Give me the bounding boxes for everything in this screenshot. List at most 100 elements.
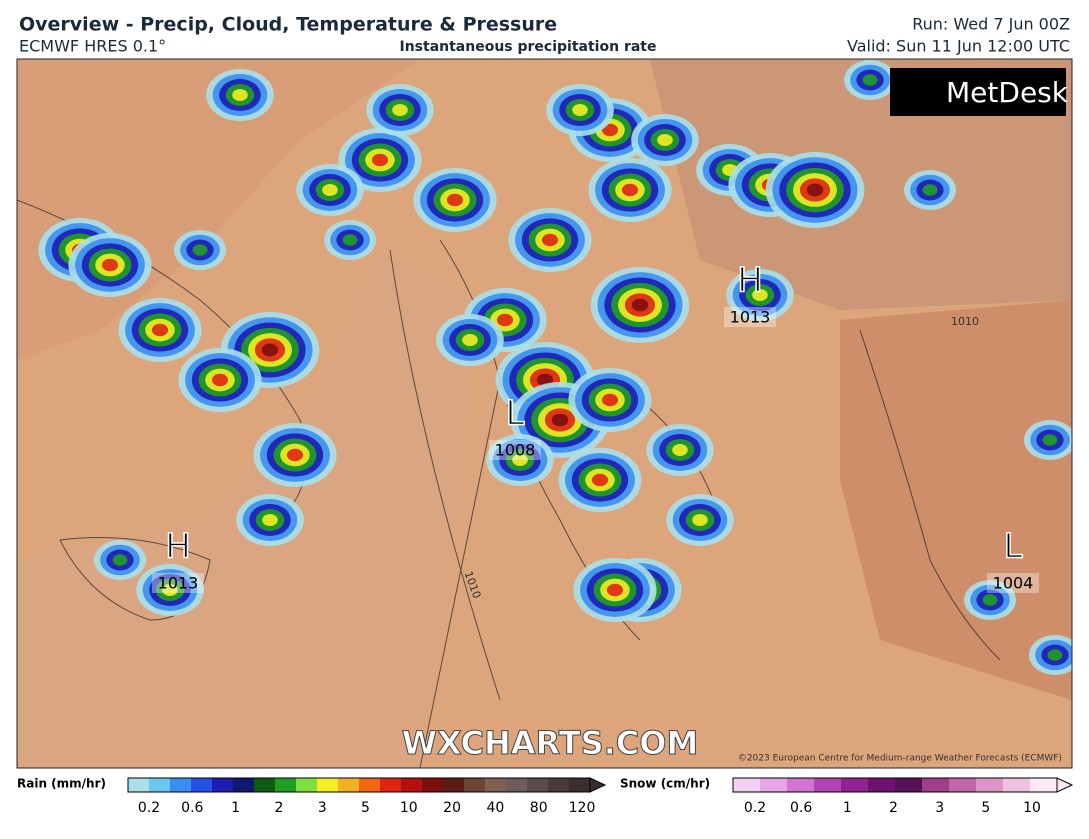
legend-label: 20 [443, 800, 461, 816]
precip-cell [806, 183, 824, 197]
legend-arrow [589, 777, 607, 793]
legend-swatch [191, 778, 213, 792]
precip-cell [392, 104, 408, 116]
precip-cell [1047, 649, 1063, 661]
legend-label: 40 [486, 800, 504, 816]
legend-label: 5 [361, 800, 370, 816]
precip-cell [922, 184, 938, 196]
legend-swatch [254, 778, 276, 792]
legend-swatch [760, 778, 788, 792]
precip-cell [112, 554, 128, 566]
legend-swatch [976, 778, 1004, 792]
logo: MetDesk [946, 76, 1069, 109]
legend-label: 1 [231, 800, 240, 816]
pressure-letter: L [1004, 527, 1023, 567]
precip-cell [162, 584, 178, 596]
legend-label: 0.2 [138, 800, 160, 816]
legend-swatch [317, 778, 339, 792]
precip-cell [1042, 434, 1058, 446]
legend-swatch [787, 778, 815, 792]
pressure-value-bg [489, 440, 541, 460]
precip-cell [496, 313, 514, 327]
legend-swatch [443, 778, 465, 792]
precip-cell [752, 289, 768, 301]
precip-cell [322, 184, 338, 196]
copyright: ©2023 European Centre for Medium-range W… [738, 754, 1062, 764]
legend-frame [127, 777, 591, 793]
precip-cell [192, 244, 208, 256]
legend-swatch [464, 778, 486, 792]
legend-swatch [1030, 778, 1058, 792]
run-time: Run: Wed 7 Jun 00Z [912, 15, 1070, 34]
legend-swatch [485, 778, 507, 792]
legend-swatch [527, 778, 549, 792]
precip-cell [232, 89, 248, 101]
pressure-value: 1008 [495, 441, 536, 460]
legend-label: 0.6 [181, 800, 203, 816]
title: Overview - Precip, Cloud, Temperature & … [19, 14, 557, 36]
legend-swatch [922, 778, 950, 792]
precip-cell [672, 444, 688, 456]
legend-frame [732, 777, 1058, 793]
precip-cell [151, 323, 169, 337]
legend-swatch [868, 778, 896, 792]
watermark: WXCHARTS.COM [402, 724, 699, 762]
valid-time: Valid: Sun 11 Jun 12:00 UTC [847, 37, 1070, 56]
legend-label: 3 [935, 800, 944, 816]
subtitle: Instantaneous precipitation rate [400, 39, 657, 55]
precip-cell [601, 123, 619, 137]
precip-cell [371, 153, 389, 167]
legend-swatch [1003, 778, 1031, 792]
precip-cell [982, 594, 998, 606]
legend-swatch [548, 778, 570, 792]
legend-label: 10 [400, 800, 418, 816]
precip-cell [211, 373, 229, 387]
precip-cell [606, 583, 624, 597]
logo-box [890, 68, 1066, 116]
legend-swatch [841, 778, 869, 792]
legend-swatch [401, 778, 423, 792]
legend-swatch [380, 778, 402, 792]
pressure-value: 1013 [158, 574, 199, 593]
precip-cell [512, 454, 528, 466]
precip-cell [657, 134, 673, 146]
map-frame [16, 58, 1073, 769]
legend-swatch [506, 778, 528, 792]
precip-cell [286, 448, 304, 462]
rain-legend-title: Rain (mm/hr) [17, 777, 106, 791]
legend-swatch [170, 778, 192, 792]
precip-cell [541, 233, 559, 247]
legend-swatch [569, 778, 591, 792]
legend-label: 2 [889, 800, 898, 816]
legend-label: 0.2 [744, 800, 766, 816]
legend-swatch [275, 778, 297, 792]
precip-cell [621, 183, 639, 197]
legend-swatch [949, 778, 977, 792]
legend-label: 120 [569, 800, 596, 816]
legend-label: 5 [981, 800, 990, 816]
legend-label: 2 [274, 800, 283, 816]
snow-legend-title: Snow (cm/hr) [620, 777, 710, 791]
precip-cell [631, 298, 649, 312]
pressure-value: 1004 [993, 574, 1034, 593]
legend-label: 10 [1023, 800, 1041, 816]
legend-swatch [422, 778, 444, 792]
precip-cell [572, 104, 588, 116]
pressure-letter: H [165, 527, 191, 567]
precip-cell [446, 193, 464, 207]
legend-swatch [338, 778, 360, 792]
model: ECMWF HRES 0.1° [19, 37, 166, 56]
precip-cell [591, 473, 609, 487]
precip-cell [262, 514, 278, 526]
legend-swatch [149, 778, 171, 792]
legend-label: 0.6 [790, 800, 812, 816]
pressure-letter: L [506, 394, 525, 434]
pressure-letter: H [737, 261, 763, 301]
legend-label: 80 [530, 800, 548, 816]
precip-cell [551, 413, 569, 427]
precip-cell [342, 234, 358, 246]
legend-swatch [128, 778, 150, 792]
pressure-value: 1013 [730, 308, 771, 327]
isobar-label: 1010 [951, 315, 979, 328]
